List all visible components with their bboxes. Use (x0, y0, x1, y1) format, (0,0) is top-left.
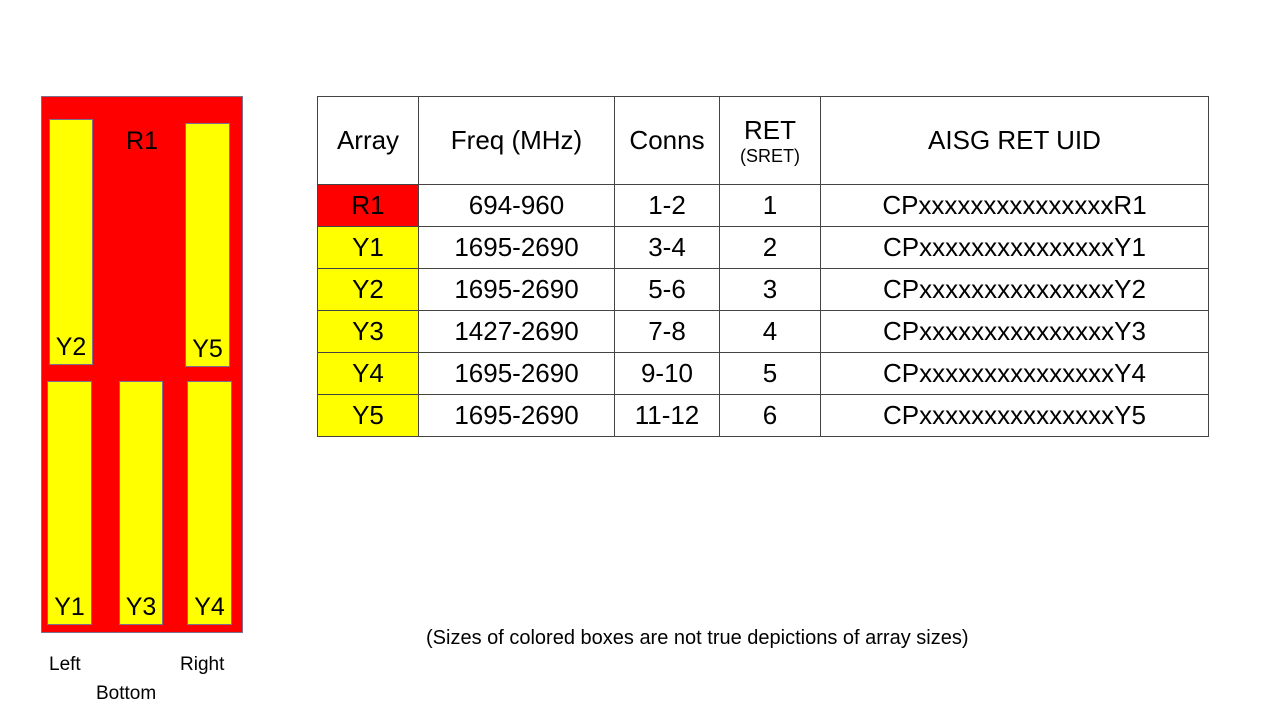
ret-label: RET (744, 114, 796, 145)
cell-uid: CPxxxxxxxxxxxxxxxY3 (820, 310, 1209, 353)
array-box-y1: Y1 (47, 381, 92, 625)
cell-freq: 1427-2690 (418, 310, 615, 353)
table-row: Y4 1695-2690 9-10 5 CPxxxxxxxxxxxxxxxY4 (317, 352, 1209, 395)
box-label: Y5 (192, 335, 223, 363)
box-label: Y3 (125, 593, 157, 621)
cell-uid: CPxxxxxxxxxxxxxxxY5 (820, 394, 1209, 437)
header-ret: RET (SRET) (719, 96, 821, 185)
header-conns: Conns (614, 96, 720, 185)
array-table: Array Freq (MHz) Conns RET (SRET) AISG RE… (317, 96, 1209, 437)
array-diagram: R1 Y2 Y5 Y1 Y3 Y4 (41, 96, 243, 633)
cell-array: Y5 (317, 394, 419, 437)
header-freq: Freq (MHz) (418, 96, 615, 185)
cell-ret: 4 (719, 310, 821, 353)
cell-uid: CPxxxxxxxxxxxxxxxY4 (820, 352, 1209, 395)
box-label: Y2 (55, 333, 87, 361)
cell-conns: 11-12 (614, 394, 720, 437)
cell-ret: 6 (719, 394, 821, 437)
cell-freq: 1695-2690 (418, 352, 615, 395)
cell-conns: 3-4 (614, 226, 720, 269)
cell-ret: 2 (719, 226, 821, 269)
cell-array: Y4 (317, 352, 419, 395)
left-label: Left (49, 654, 81, 675)
cell-freq: 1695-2690 (418, 226, 615, 269)
cell-freq: 694-960 (418, 184, 615, 227)
cell-array: Y2 (317, 268, 419, 311)
right-label: Right (180, 654, 225, 675)
footnote: (Sizes of colored boxes are not true dep… (426, 627, 969, 649)
ret-sub-label: (SRET) (740, 145, 800, 166)
cell-conns: 1-2 (614, 184, 720, 227)
cell-uid: CPxxxxxxxxxxxxxxxR1 (820, 184, 1209, 227)
table-row: Y1 1695-2690 3-4 2 CPxxxxxxxxxxxxxxxY1 (317, 226, 1209, 269)
table-row: R1 694-960 1-2 1 CPxxxxxxxxxxxxxxxR1 (317, 184, 1209, 227)
cell-freq: 1695-2690 (418, 268, 615, 311)
cell-uid: CPxxxxxxxxxxxxxxxY1 (820, 226, 1209, 269)
table-row: Y5 1695-2690 11-12 6 CPxxxxxxxxxxxxxxxY5 (317, 394, 1209, 437)
header-array: Array (317, 96, 419, 185)
cell-freq: 1695-2690 (418, 394, 615, 437)
array-box-y3: Y3 (119, 381, 163, 625)
table-row: Y3 1427-2690 7-8 4 CPxxxxxxxxxxxxxxxY3 (317, 310, 1209, 353)
cell-conns: 5-6 (614, 268, 720, 311)
table-row: Y2 1695-2690 5-6 3 CPxxxxxxxxxxxxxxxY2 (317, 268, 1209, 311)
cell-ret: 1 (719, 184, 821, 227)
cell-conns: 7-8 (614, 310, 720, 353)
header-uid: AISG RET UID (820, 96, 1209, 185)
cell-array: R1 (317, 184, 419, 227)
bottom-label: Bottom (96, 683, 157, 704)
cell-ret: 5 (719, 352, 821, 395)
array-box-y2: Y2 (49, 119, 93, 365)
table-header-row: Array Freq (MHz) Conns RET (SRET) AISG RE… (317, 96, 1209, 185)
cell-uid: CPxxxxxxxxxxxxxxxY2 (820, 268, 1209, 311)
cell-conns: 9-10 (614, 352, 720, 395)
cell-array: Y1 (317, 226, 419, 269)
array-box-y5: Y5 (185, 123, 230, 367)
cell-ret: 3 (719, 268, 821, 311)
array-box-y4: Y4 (187, 381, 232, 625)
cell-array: Y3 (317, 310, 419, 353)
box-label: Y4 (194, 593, 225, 621)
r1-label: R1 (126, 127, 158, 155)
box-label: Y1 (54, 593, 85, 621)
